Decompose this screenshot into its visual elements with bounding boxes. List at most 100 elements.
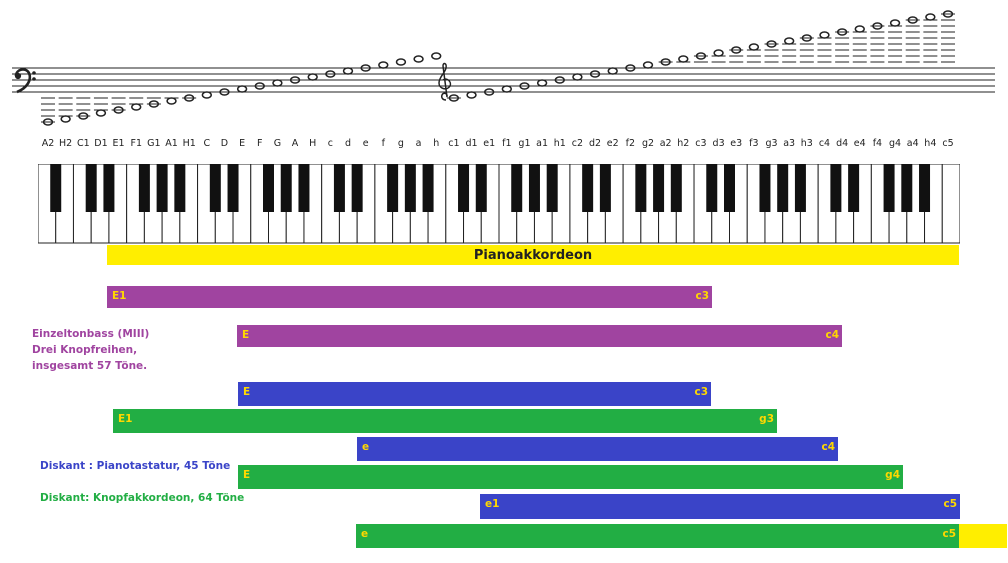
whole-note (254, 82, 265, 90)
whole-note (889, 19, 901, 27)
black-key (919, 164, 931, 212)
black-key (724, 164, 735, 212)
black-key (777, 164, 789, 212)
legend-bass-line-3: insgesamt 57 Töne. (32, 360, 148, 372)
whole-note (95, 109, 107, 117)
note-name-label: d1 (465, 138, 478, 149)
note-name-label: A1 (165, 138, 178, 149)
black-key (794, 164, 806, 212)
note-name-label: f1 (502, 138, 512, 149)
note-name-label: C1 (76, 138, 90, 149)
note-name-label: a (415, 138, 422, 149)
whole-note (395, 58, 407, 66)
black-key (458, 164, 470, 212)
whole-note (219, 88, 230, 96)
whole-note (378, 61, 389, 69)
whole-note (678, 55, 689, 63)
whole-note (325, 70, 336, 78)
whole-note (625, 64, 636, 72)
range-end-label: c5 (942, 528, 956, 540)
note-name-label: F1 (130, 138, 142, 149)
range-bar-button-1: E1 g3 (113, 409, 777, 433)
note-name-label: d (344, 138, 352, 149)
whole-note (536, 79, 548, 87)
black-key (653, 164, 665, 212)
black-key (511, 164, 523, 212)
whole-note (501, 85, 512, 93)
note-name-label: e (362, 138, 369, 149)
white-key (941, 164, 960, 244)
note-name-label: g2 (641, 138, 655, 149)
note-name-label: E (239, 138, 246, 149)
black-key (759, 164, 771, 212)
black-key (599, 164, 611, 212)
note-name-label: d3 (712, 138, 725, 149)
black-keys (50, 164, 931, 212)
note-name-label: C (203, 138, 211, 149)
note-name-label: e1 (483, 138, 496, 149)
black-key (156, 164, 168, 212)
whole-note (307, 73, 318, 81)
note-name-label: e4 (853, 138, 866, 149)
note-name-label: f (381, 138, 385, 149)
black-key (298, 164, 310, 212)
black-key (263, 164, 274, 212)
black-key (280, 164, 292, 212)
range-bar-bass-2: E c4 (237, 325, 842, 347)
range-end-label: c3 (694, 386, 708, 398)
range-end-label: c4 (825, 329, 839, 341)
note-name-label: H (309, 138, 317, 149)
note-name-label: e3 (730, 138, 743, 149)
range-end-label: c5 (943, 498, 957, 510)
whole-note (748, 43, 760, 51)
treble-clef-icon (438, 62, 452, 101)
black-key (103, 164, 115, 212)
note-name-label: a1 (536, 138, 549, 149)
note-name-label: f2 (625, 138, 636, 149)
note-name-label: h (433, 138, 440, 149)
black-key (830, 164, 842, 212)
whole-note (484, 88, 495, 96)
note-name-label: c2 (571, 138, 584, 149)
legend-bass-line-2: Drei Knopfreihen, (32, 344, 138, 356)
note-name-label: H1 (182, 138, 196, 149)
note-name-label: A (291, 138, 299, 149)
note-name-label: H2 (59, 138, 73, 149)
note-name-label: c3 (695, 138, 707, 149)
whole-note (431, 52, 442, 60)
whole-note (360, 64, 371, 72)
note-name-label: D (220, 138, 229, 149)
note-name-label: E1 (112, 138, 125, 149)
black-key (174, 164, 186, 212)
note-name-label: G (273, 138, 282, 149)
legend-button-accordion: Diskant: Knopfakkordeon, 64 Töne (40, 492, 245, 504)
legend-bass-line-1: Einzeltonbass (MIII) (32, 328, 150, 340)
whole-note (713, 49, 724, 57)
staff-lines (12, 67, 995, 93)
music-staff (12, 10, 995, 126)
whole-note (854, 25, 865, 33)
whole-note (342, 67, 354, 75)
note-name-label: h3 (800, 138, 813, 149)
black-key (582, 164, 594, 212)
black-key (635, 164, 647, 212)
note-name-label: G1 (147, 138, 161, 149)
whole-note (272, 79, 283, 87)
range-bar-button-3: e c5 (356, 524, 959, 548)
diagram-title: Pianoakkordeon (473, 248, 593, 263)
range-bar-extension (959, 524, 1007, 548)
whole-note (589, 70, 601, 78)
whole-note (201, 91, 212, 99)
note-name-label: h2 (677, 138, 690, 149)
range-end-label: g4 (885, 469, 900, 481)
black-key (475, 164, 487, 212)
note-name-label: f4 (872, 138, 883, 149)
title-bar: Pianoakkordeon (107, 245, 959, 265)
whole-note (784, 37, 795, 45)
note-name-label: d2 (589, 138, 602, 149)
black-key (351, 164, 363, 212)
black-key (50, 164, 62, 212)
note-name-label: D1 (94, 138, 108, 149)
range-start-label: E (242, 329, 250, 341)
